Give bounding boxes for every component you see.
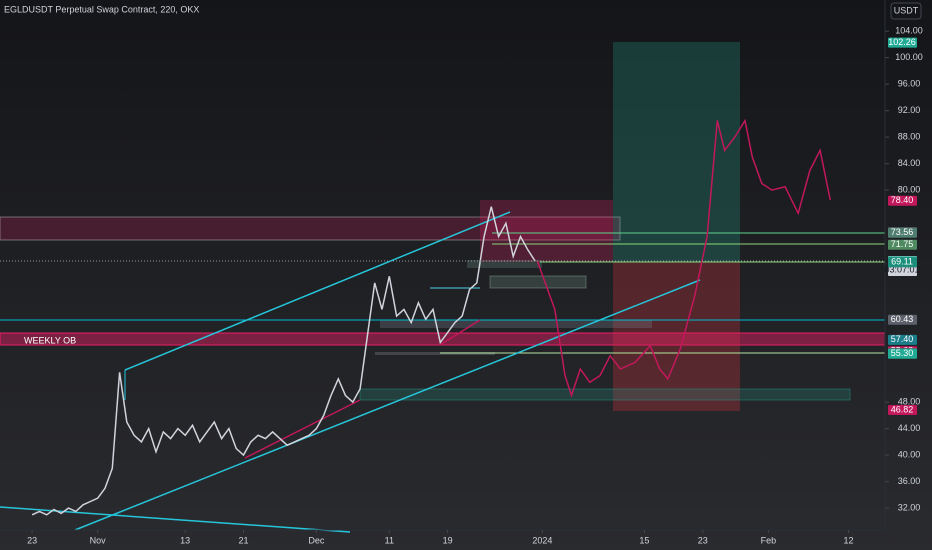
y-tick-label: 96.00 [898,79,921,89]
zone-label: WEEKLY OB [24,335,76,345]
y-tick-label: 36.00 [898,476,921,486]
x-tick-label: 19 [443,535,453,545]
x-tick-label: 23 [698,535,708,545]
x-tick-label: 21 [238,535,248,545]
y-tick-label: 40.00 [898,450,921,460]
target-zone [613,42,740,262]
box [375,352,495,355]
price-label: 55.30 [891,348,914,358]
price-label: 78.40 [891,195,914,205]
price-label: 69.11 [891,257,913,267]
box [489,275,587,289]
price-label-box [888,195,917,206]
resistance-zone [0,216,621,241]
y-tick-label: 92.00 [898,105,921,115]
box [380,320,652,328]
price-label: 73.56 [891,227,914,237]
countdown-label: 03:07:01 [884,264,919,274]
price-label: 57.40 [891,334,914,344]
price-label: 46.82 [891,404,914,414]
price-line [31,206,536,516]
x-tick-label: Nov [90,535,107,545]
stop-zone [613,262,740,411]
trend-line [439,319,481,346]
x-tick-label: 13 [180,535,190,545]
currency-button[interactable] [890,2,922,20]
channel-line [74,279,701,531]
y-tick-label: 88.00 [898,132,921,142]
price-label-box [888,239,917,250]
y-tick-label: 48.00 [898,397,921,407]
price-label-box [888,348,917,359]
y-tick-label: 84.00 [898,158,921,168]
x-tick-label: 12 [844,535,854,545]
price-label-box [888,257,917,268]
y-tick-label: 32.00 [898,503,921,513]
y-tick-label: 44.00 [898,423,921,433]
supply-zone [480,200,613,262]
channel-line [124,211,511,371]
price-line [536,118,832,398]
y-tick-label: 104.00 [895,26,923,36]
price-label-box [888,37,917,48]
currency-label[interactable]: USDT [894,5,919,15]
price-label-box [888,314,917,325]
x-tick-label: 11 [385,535,394,545]
y-tick-label: 100.00 [895,52,923,62]
price-label-box [888,227,917,238]
price-label: 71.75 [891,239,914,249]
box [359,388,851,401]
price-label-box [888,334,917,345]
x-tick-label: Dec [308,535,325,545]
x-tick-label: Feb [761,535,777,545]
price-label: 60.43 [891,314,914,324]
chart-title: EGLDUSDT Perpetual Swap Contract, 220, O… [4,4,199,14]
x-tick-label: 23 [27,535,37,545]
y-tick-label: 80.00 [898,185,921,195]
trend-line [244,399,361,459]
x-tick-label: 2024 [532,535,552,545]
price-label-box [888,404,917,415]
price-label: 102.26 [888,37,916,47]
x-tick-label: 15 [639,535,649,545]
box [467,260,542,268]
